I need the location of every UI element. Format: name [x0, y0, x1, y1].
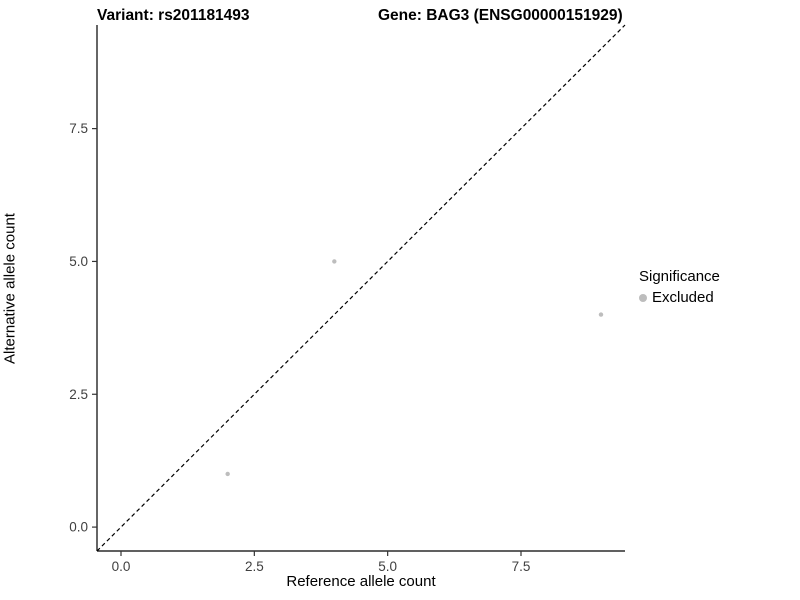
- data-point: [598, 312, 604, 317]
- legend-title: Significance: [639, 268, 720, 285]
- x-tick-label: 7.5: [512, 559, 531, 574]
- y-tick-label: 0.0: [69, 520, 88, 535]
- identity-reference-line: [96, 24, 626, 552]
- y-tick-label: 5.0: [69, 254, 88, 269]
- legend-entry: Excluded: [639, 289, 720, 306]
- plot-title-variant: Variant: rs201181493: [97, 7, 250, 24]
- legend-point-icon: [639, 293, 647, 302]
- y-tick-label: 2.5: [69, 387, 88, 402]
- x-tick-label: 5.0: [378, 559, 397, 574]
- plot-title-gene: Gene: BAG3 (ENSG00000151929): [378, 7, 623, 24]
- x-tick-label: 2.5: [245, 559, 264, 574]
- data-point: [225, 471, 230, 477]
- legend-entry-label: Excluded: [652, 289, 714, 306]
- y-tick-label: 7.5: [69, 121, 88, 136]
- x-axis-title: Reference allele count: [286, 573, 436, 590]
- legend: Significance Excluded: [639, 268, 720, 306]
- y-axis-title: Alternative allele count: [1, 213, 19, 364]
- data-point: [332, 259, 337, 264]
- x-tick-label: 0.0: [112, 559, 131, 574]
